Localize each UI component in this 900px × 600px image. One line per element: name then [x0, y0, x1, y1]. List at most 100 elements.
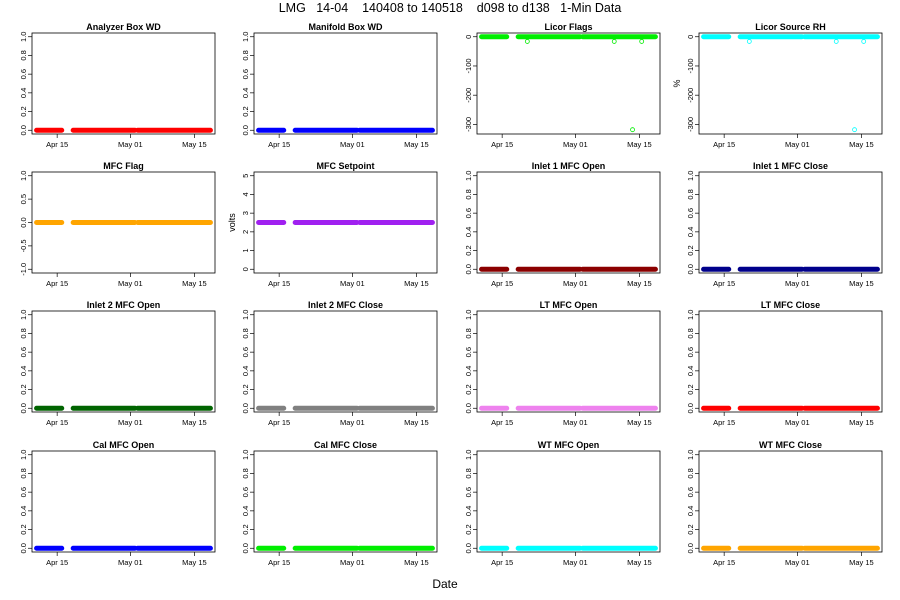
y-tick-label: 0.0	[686, 403, 695, 413]
panel-title: MFC Flag	[103, 161, 144, 171]
y-tick-label: 0.6	[686, 487, 695, 497]
y-tick-label: 0.8	[464, 468, 473, 478]
panel-8: Inlet 1 MFC Close 0.0 0.2 0.4 0.6 0.8 1.0 Apr 1…	[686, 161, 883, 288]
x-tick-label: May 01	[118, 418, 143, 427]
panel-title: Inlet 1 MFC Open	[532, 161, 606, 171]
panel-title: MFC Setpoint	[317, 161, 375, 171]
y-tick-label: 0.2	[464, 524, 473, 534]
y-tick-label: -300	[464, 117, 473, 132]
y-tick-label: 5	[241, 174, 250, 178]
x-tick-label: May 15	[849, 418, 874, 427]
x-tick-label: May 01	[563, 140, 588, 149]
panel-11: LT MFC Open 0.0 0.2 0.4 0.6 0.8 1.0 Apr 15 May 0…	[464, 300, 661, 427]
y-tick-label: 0.0	[464, 543, 473, 553]
x-tick-label: May 01	[785, 279, 810, 288]
panel-14: Cal MFC Close 0.0 0.2 0.4 0.6 0.8 1.0 Apr 15 May…	[241, 440, 438, 567]
plot-frame	[253, 310, 438, 413]
panel-15: WT MFC Open 0.0 0.2 0.4 0.6 0.8 1.0 Apr 15 May 0…	[464, 440, 661, 567]
data-point	[524, 39, 530, 44]
x-tick-label: May 01	[340, 279, 365, 288]
y-tick-label: 0.4	[686, 366, 695, 376]
x-tick-label: May 15	[627, 418, 652, 427]
data-point	[852, 127, 857, 133]
y-tick-label: 0.6	[241, 347, 250, 357]
y-tick-label: 0.2	[464, 245, 473, 255]
y-tick-label: 0.2	[241, 384, 250, 394]
y-tick-label: 1.0	[241, 450, 250, 460]
x-tick-label: Apr 15	[46, 558, 68, 567]
panel-title: Inlet 1 MFC Close	[753, 161, 828, 171]
y-tick-label: 0.8	[241, 468, 250, 478]
panel-13: Cal MFC Open 0.0 0.2 0.4 0.6 0.8 1.0 Apr 15 May …	[19, 440, 216, 567]
data-point	[746, 39, 752, 44]
panel-4: Licor Source RH 0 -100 -200 -300 Apr 15 May 01…	[672, 22, 883, 149]
panel-16: WT MFC Close 0.0 0.2 0.4 0.6 0.8 1.0 Apr 15 May …	[686, 440, 883, 567]
x-tick-label: May 15	[404, 140, 429, 149]
x-tick-label: May 01	[785, 558, 810, 567]
y-tick-label: 3	[241, 211, 250, 215]
plot-frame	[31, 450, 216, 553]
y-tick-label: -200	[464, 88, 473, 103]
y-tick-label: 0.8	[19, 328, 28, 338]
panel-title: Inlet 2 MFC Close	[308, 300, 383, 310]
x-tick-label: May 01	[563, 558, 588, 567]
x-tick-label: Apr 15	[268, 140, 290, 149]
x-tick-label: Apr 15	[713, 418, 735, 427]
y-tick-label: 0.8	[241, 50, 250, 60]
plot-frame	[31, 310, 216, 413]
panel-7: Inlet 1 MFC Open 0.0 0.2 0.4 0.6 0.8 1.0 Apr 15…	[464, 161, 661, 288]
data-point	[861, 39, 867, 44]
panel-title: Cal MFC Open	[93, 440, 155, 450]
y-tick-label: 0.2	[241, 524, 250, 534]
y-tick-label: 0.2	[19, 524, 28, 534]
x-axis-title: Date	[432, 577, 458, 591]
y-tick-label: 1.0	[464, 171, 473, 181]
x-tick-label: Apr 15	[268, 418, 290, 427]
y-tick-label: 0.6	[464, 208, 473, 218]
y-tick-label: 0.4	[686, 506, 695, 516]
y-tick-label: 0.6	[19, 69, 28, 79]
y-tick-label: 0.2	[686, 524, 695, 534]
y-tick-label: 1.0	[464, 450, 473, 460]
y-tick-label: 1.0	[686, 450, 695, 460]
panel-title: LT MFC Open	[540, 300, 598, 310]
x-tick-label: May 01	[118, 140, 143, 149]
x-tick-label: May 15	[404, 279, 429, 288]
y-tick-label: 0.0	[241, 543, 250, 553]
y-tick-label: 1.0	[241, 310, 250, 320]
y-tick-label: 1.0	[464, 310, 473, 320]
x-tick-label: May 15	[627, 279, 652, 288]
y-tick-label: 0.8	[19, 50, 28, 60]
y-tick-label: 1.0	[686, 310, 695, 320]
panel-title: Licor Flags	[544, 22, 592, 32]
y-tick-label: 0.4	[686, 227, 695, 237]
y-tick-label: 0.2	[464, 384, 473, 394]
y-tick-label: 0.4	[464, 366, 473, 376]
y-tick-label: 0.8	[241, 328, 250, 338]
plot-frame	[253, 32, 438, 135]
y-tick-label: 0.0	[19, 125, 28, 135]
panel-12: LT MFC Close 0.0 0.2 0.4 0.6 0.8 1.0 Apr 15 May …	[686, 300, 883, 427]
x-tick-label: Apr 15	[713, 558, 735, 567]
y-tick-label: -100	[464, 58, 473, 73]
plot-frame	[253, 450, 438, 553]
y-tick-label: 0.2	[686, 384, 695, 394]
panel-title: Analyzer Box WD	[86, 22, 161, 32]
plot-frame	[31, 32, 216, 135]
y-tick-label: 0.0	[241, 403, 250, 413]
x-tick-label: May 01	[563, 418, 588, 427]
panel-title: LT MFC Close	[761, 300, 820, 310]
x-tick-label: May 15	[627, 558, 652, 567]
y-tick-label: 0.0	[19, 217, 28, 227]
x-tick-label: Apr 15	[491, 558, 513, 567]
y-tick-label: 4	[241, 192, 250, 196]
y-tick-label: 0	[464, 35, 473, 39]
y-tick-label: 2	[241, 230, 250, 234]
y-tick-label: 0.8	[686, 328, 695, 338]
y-tick-label: 0.8	[464, 328, 473, 338]
y-tick-label: 0.0	[19, 543, 28, 553]
x-tick-label: May 01	[340, 558, 365, 567]
y-tick-label: 1.0	[241, 32, 250, 42]
panel-title: Manifold Box WD	[309, 22, 383, 32]
